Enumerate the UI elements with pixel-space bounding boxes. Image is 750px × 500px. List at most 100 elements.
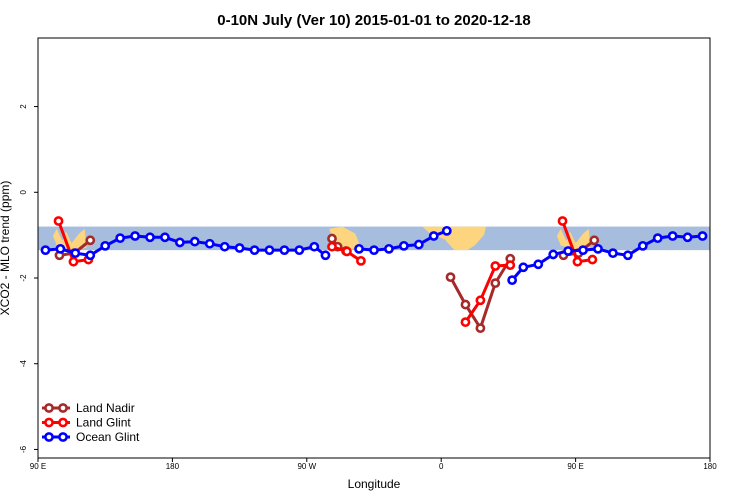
land-asia-east: [556, 228, 591, 251]
ocean-glint-point: [174, 237, 185, 248]
x-tick-label: 180: [166, 462, 180, 471]
land-nadir-point: [589, 235, 600, 246]
series-ocean-glint: [40, 225, 708, 286]
land-glint-point: [356, 255, 366, 266]
land-glint-point: [557, 216, 568, 226]
y-axis: 2 0 -2 -4 -6: [19, 104, 38, 453]
ocean-glint-point: [204, 238, 215, 249]
land-nadir-line: [449, 257, 512, 330]
ocean-glint-point: [219, 241, 230, 252]
ocean-glint-point: [189, 236, 200, 247]
legend-label: Land Glint: [76, 416, 131, 430]
land-glint-point: [327, 241, 337, 252]
ocean-glint-point: [428, 231, 439, 241]
ocean-glint-point: [369, 245, 379, 256]
x-tick-label: 90 E: [567, 462, 583, 471]
ocean-glint-point: [234, 243, 245, 253]
ocean-glint-point: [279, 245, 290, 256]
legend-label: Land Nadir: [76, 401, 135, 415]
legend-swatch-marker: [44, 417, 54, 428]
legend-item-ocean-glint: Ocean Glint: [42, 430, 140, 444]
land-glint-point: [53, 216, 64, 226]
ocean-glint-point: [622, 250, 633, 261]
series-layer: [40, 216, 708, 334]
x-tick-label: 0: [439, 462, 444, 471]
y-tick-label: 2: [19, 104, 28, 109]
ocean-glint-point: [100, 240, 111, 251]
ocean-glint-point: [667, 231, 678, 241]
ocean-glint-point: [682, 232, 693, 243]
land-nadir-point: [460, 299, 471, 310]
land-nadir-point: [475, 323, 486, 334]
ocean-glint-point: [70, 248, 81, 259]
legend-label: Ocean Glint: [76, 430, 140, 444]
y-tick-label: -2: [19, 274, 28, 282]
ocean-glint-point: [518, 262, 529, 273]
ocean-glint-point: [160, 232, 170, 243]
ocean-glint-point: [115, 233, 126, 244]
legend-swatch-marker: [58, 417, 68, 428]
x-axis: 90 E 180 90 W 0 90 E 180: [30, 458, 717, 471]
x-axis-label: Longitude: [348, 477, 401, 491]
legend-item-land-glint: Land Glint: [42, 416, 131, 430]
ocean-glint-point: [548, 249, 559, 260]
ocean-glint-point: [593, 243, 603, 254]
legend-item-land-nadir: Land Nadir: [42, 401, 135, 415]
land-africa: [422, 226, 486, 251]
y-tick-label: -4: [19, 360, 28, 368]
land-glint-line: [464, 263, 511, 323]
ocean-glint-point: [145, 232, 155, 243]
ocean-glint-point: [652, 233, 663, 244]
land-south-america: [329, 226, 360, 251]
ocean-glint-point: [264, 245, 275, 256]
y-tick-label: -6: [19, 445, 28, 453]
land-silhouettes: [52, 226, 591, 251]
ocean-glint-point: [309, 241, 320, 252]
series-land-glint: [53, 216, 598, 328]
land-nadir-point: [445, 272, 456, 283]
ocean-glint-point: [320, 250, 331, 261]
ocean-glint-point: [637, 240, 648, 251]
ocean-glint-point: [354, 243, 364, 254]
ocean-glint-point: [130, 231, 140, 241]
land-glint-point: [475, 295, 486, 306]
land-nadir-point: [85, 235, 96, 246]
legend-swatch-marker: [58, 432, 68, 442]
ocean-glint-point: [55, 243, 66, 254]
x-tick-label: 180: [703, 462, 717, 471]
land-glint-point: [68, 256, 79, 267]
ocean-glint-point: [249, 245, 260, 256]
ocean-glint-point: [40, 245, 51, 256]
land-glint-point: [572, 256, 583, 267]
ocean-glint-point: [398, 240, 409, 251]
ocean-glint-point: [563, 246, 574, 256]
ocean-glint-point: [608, 248, 618, 259]
ocean-glint-point: [507, 275, 518, 286]
land-glint-point: [587, 254, 598, 265]
ocean-glint-point: [294, 245, 305, 256]
y-tick-label: 0: [19, 190, 28, 195]
plot-frame: [37, 37, 711, 459]
ocean-glint-point: [441, 225, 452, 236]
land-glint-point: [490, 261, 501, 271]
ocean-glint-point: [578, 245, 588, 256]
land-nadir-point: [327, 233, 337, 244]
ocean-glint-point: [85, 250, 96, 261]
x-tick-label: 90 W: [297, 462, 316, 471]
land-glint-point: [342, 246, 352, 257]
land-glint-point: [505, 260, 516, 271]
legend-swatch-marker: [58, 403, 68, 413]
land-nadir-point: [490, 278, 501, 289]
ocean-glint-point: [533, 259, 544, 270]
y-axis-label: XCO2 - MLO trend (ppm): [0, 181, 12, 316]
ocean-glint-point: [384, 243, 394, 254]
legend-swatch-marker: [44, 403, 54, 413]
ocean-glint-point: [413, 239, 424, 250]
chart-title: 0-10N July (Ver 10) 2015-01-01 to 2020-1…: [217, 12, 531, 29]
x-tick-label: 90 E: [30, 462, 46, 471]
ocean-glint-point: [697, 231, 708, 241]
land-glint-point: [460, 317, 471, 328]
legend-swatch-marker: [44, 432, 54, 442]
